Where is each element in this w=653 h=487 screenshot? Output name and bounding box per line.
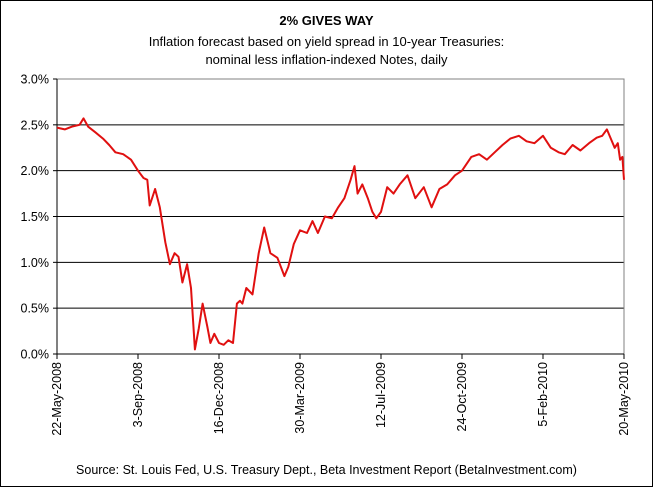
chart-subtitle-line-2: nominal less inflation-indexed Notes, da… bbox=[205, 52, 448, 67]
x-tick-label: 3-Sep-2008 bbox=[131, 362, 145, 427]
x-tick-label: 5-Feb-2010 bbox=[536, 362, 550, 427]
y-tick-label: 2.0% bbox=[21, 164, 50, 178]
x-axis: 22-May-2008 3-Sep-2008 16-Dec-2008 30-Mar-2… bbox=[50, 79, 631, 436]
chart-title: 2% GIVES WAY bbox=[279, 13, 374, 28]
y-tick-label: 0.0% bbox=[21, 348, 50, 362]
y-tick-label: 1.0% bbox=[21, 256, 50, 270]
line-chart: 0.0% 0.5% 1.0% 1.5% 2.0% 2.5% 3.0% 22-May-2008… bbox=[21, 73, 632, 436]
y-tick-label: 3.0% bbox=[21, 73, 50, 87]
y-tick-label: 1.5% bbox=[21, 210, 50, 224]
x-tick-label: 30-Mar-2009 bbox=[293, 362, 307, 434]
chart-subtitle-line-1: Inflation forecast based on yield spread… bbox=[148, 34, 505, 49]
x-tick-label: 22-May-2008 bbox=[50, 362, 64, 436]
x-tick-label: 20-May-2010 bbox=[617, 362, 631, 436]
y-tick-label: 0.5% bbox=[21, 302, 50, 316]
x-tick-label: 16-Dec-2008 bbox=[212, 362, 226, 434]
chart-source-note: Source: St. Louis Fed, U.S. Treasury Dep… bbox=[76, 463, 577, 477]
y-axis-tick-labels: 0.0% 0.5% 1.0% 1.5% 2.0% 2.5% 3.0% bbox=[21, 73, 57, 362]
x-tick-label: 12-Jul-2009 bbox=[374, 362, 388, 428]
inflation-forecast-line bbox=[56, 117, 625, 351]
gridlines bbox=[57, 124, 624, 309]
x-tick-label: 24-Oct-2009 bbox=[455, 362, 469, 432]
y-tick-label: 2.5% bbox=[21, 118, 50, 132]
